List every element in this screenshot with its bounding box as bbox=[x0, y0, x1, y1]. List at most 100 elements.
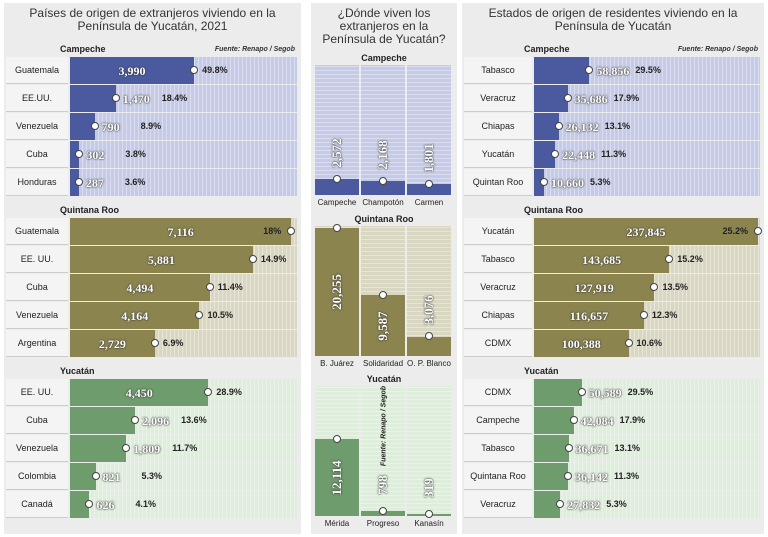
bar bbox=[534, 379, 582, 406]
value-label: 237,845 bbox=[626, 225, 666, 239]
value-label: 3,990 bbox=[118, 64, 146, 78]
share-label: 17.9% bbox=[613, 93, 640, 103]
bar-track: 302 3.8% bbox=[70, 141, 297, 168]
bar-track: 26,132 13.1% bbox=[534, 113, 760, 140]
panel: Países de origen de extranjeros viviendo… bbox=[4, 3, 301, 534]
share-label: 14.9% bbox=[260, 254, 287, 264]
bar-end-dot bbox=[556, 500, 565, 508]
bar-track: 2,168 bbox=[361, 65, 405, 195]
share-label: 18.4% bbox=[161, 93, 188, 103]
bar bbox=[534, 113, 559, 140]
value-label: 790 bbox=[101, 120, 120, 134]
bar bbox=[534, 274, 655, 301]
bar bbox=[534, 302, 644, 329]
bar bbox=[70, 330, 155, 357]
category-label: Kanasín bbox=[414, 519, 444, 528]
value-label: 1,809 bbox=[133, 442, 161, 456]
bar bbox=[315, 227, 359, 356]
share-label: 29.5% bbox=[635, 65, 661, 75]
bar bbox=[534, 435, 569, 462]
value-label: 10,660 bbox=[551, 176, 585, 190]
value-label: 58,856 bbox=[596, 64, 630, 78]
bar bbox=[70, 218, 292, 245]
category-label: EE.UU. bbox=[6, 85, 68, 112]
bar-end-dot bbox=[540, 178, 549, 186]
bar bbox=[361, 295, 405, 356]
section-title: Quintana Roo bbox=[354, 214, 414, 224]
share-label: 11.7% bbox=[172, 443, 198, 453]
category-label: Guatemala bbox=[6, 218, 68, 245]
bar-track: 20,255 bbox=[315, 223, 359, 356]
bar-end-dot bbox=[425, 332, 433, 341]
panel-title: Estados de origen de residentes viviendo… bbox=[488, 6, 738, 33]
bar-track: 2,096 13.6% bbox=[70, 407, 297, 434]
section-title: Campeche bbox=[60, 44, 106, 54]
bar-track: 7,116 18% bbox=[70, 218, 297, 245]
value-label: 36,671 bbox=[575, 442, 609, 456]
category-label: Chiapas bbox=[464, 302, 532, 329]
bar-end-dot bbox=[564, 444, 573, 452]
share-label: 11.3% bbox=[601, 149, 627, 159]
bar-end-dot bbox=[551, 150, 560, 158]
category-label: O. P. Blanco bbox=[407, 359, 451, 368]
bar-end-dot bbox=[554, 122, 563, 130]
category-label: Cuba bbox=[6, 407, 68, 434]
bar-end-dot bbox=[379, 177, 387, 186]
category-label: Yucatán bbox=[464, 218, 532, 245]
bar bbox=[534, 218, 758, 245]
share-label: 8.9% bbox=[140, 121, 162, 131]
share-label: 11.3% bbox=[614, 471, 640, 481]
bar bbox=[70, 246, 253, 273]
value-label: 2,096 bbox=[142, 414, 170, 428]
bar-end-dot bbox=[74, 178, 83, 186]
value-label: 100,388 bbox=[561, 337, 601, 351]
bar-track: 9,587 bbox=[361, 226, 405, 356]
value-label: 36,142 bbox=[575, 470, 609, 484]
bar-end-dot bbox=[425, 179, 433, 188]
bar-end-dot bbox=[248, 255, 257, 263]
section-title: Campeche bbox=[361, 53, 407, 63]
bar-track: 100,388 10.6% bbox=[534, 330, 760, 357]
share-label: 3.8% bbox=[125, 149, 146, 159]
value-label: 20,255 bbox=[329, 273, 344, 310]
bar-end-dot bbox=[624, 339, 633, 347]
value-label: 4,164 bbox=[121, 309, 149, 323]
bar-end-dot bbox=[195, 311, 204, 319]
section-title: Yucatán bbox=[60, 366, 95, 376]
source-note: Fuente: Renapo / Segob bbox=[380, 385, 388, 467]
category-label: Tabasco bbox=[464, 57, 532, 84]
bar-end-dot bbox=[379, 291, 387, 300]
bar-track: 790 8.9% bbox=[70, 113, 297, 140]
category-label: Champotón bbox=[362, 198, 404, 207]
share-label: 28.9% bbox=[216, 387, 242, 397]
category-label: Veracruz bbox=[464, 491, 532, 518]
category-label: Yucatán bbox=[464, 141, 532, 168]
category-label: Honduras bbox=[6, 169, 68, 196]
bar bbox=[534, 463, 569, 490]
bar bbox=[534, 491, 561, 518]
bar-end-dot bbox=[333, 174, 341, 183]
bar-track: 3,076 bbox=[407, 226, 451, 356]
bar-end-dot bbox=[564, 472, 573, 480]
share-label: 15.2% bbox=[677, 254, 703, 264]
panel: ¿Dónde viven los extranjeros en la Penín… bbox=[311, 3, 457, 534]
bar bbox=[70, 113, 95, 140]
value-label: 42,084 bbox=[580, 414, 614, 428]
category-label: EE. UU. bbox=[6, 246, 68, 273]
share-label: 29.5% bbox=[627, 387, 654, 397]
bar-end-dot bbox=[131, 416, 140, 424]
share-label: 6.9% bbox=[162, 338, 184, 348]
category-label: Venezuela bbox=[6, 113, 68, 140]
bar-end-dot bbox=[111, 94, 120, 102]
bar bbox=[534, 85, 568, 112]
bar-track: 42,084 17.9% bbox=[534, 407, 760, 434]
bar-end-dot bbox=[665, 255, 674, 263]
bar-track: 127,919 13.5% bbox=[534, 274, 760, 301]
bar-end-dot bbox=[333, 223, 341, 232]
bar-track: 1,470 18.4% bbox=[70, 85, 297, 112]
category-label: Argentina bbox=[6, 330, 68, 357]
share-label: 17.9% bbox=[619, 415, 646, 425]
share-label: 5.3% bbox=[606, 499, 627, 509]
bar-end-dot bbox=[650, 283, 659, 291]
bar bbox=[407, 336, 451, 356]
